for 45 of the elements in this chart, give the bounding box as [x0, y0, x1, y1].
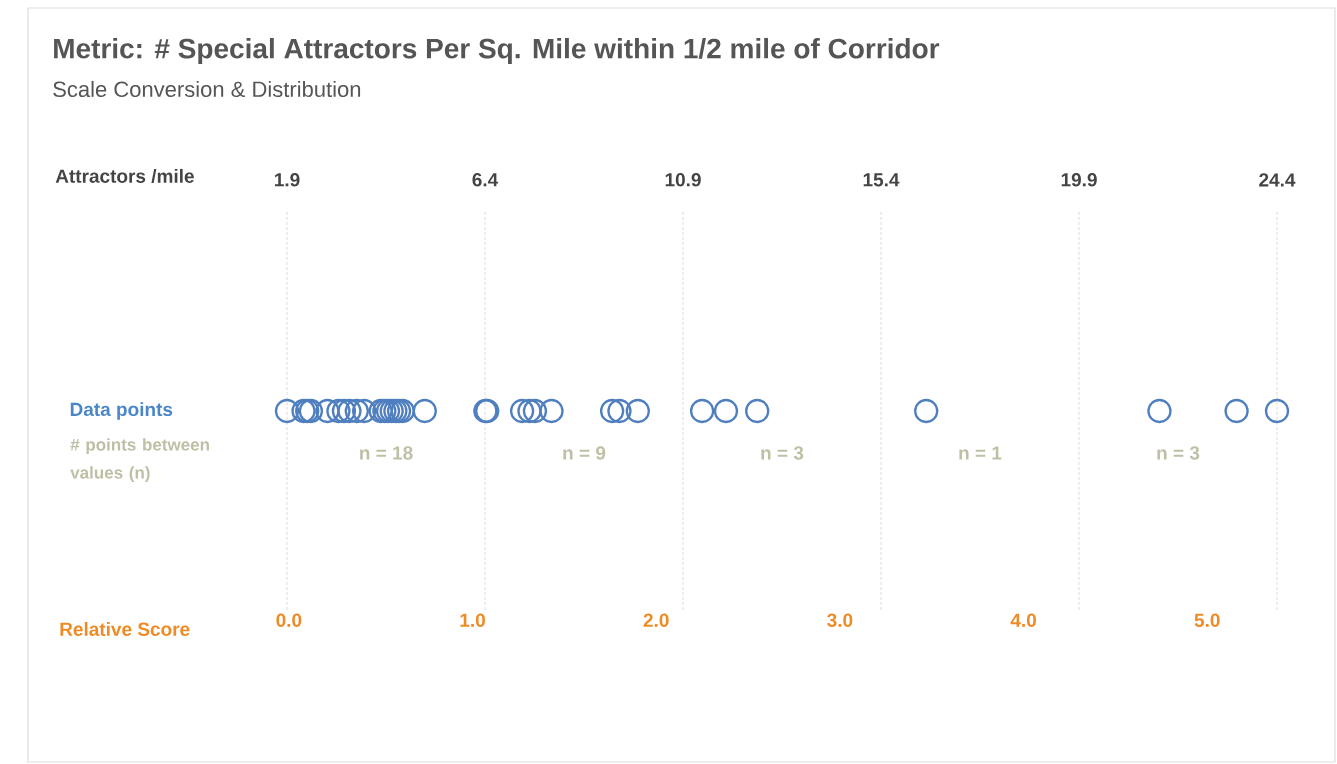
x2-tick-label: 19.9 [1061, 173, 1097, 187]
point [607, 398, 632, 424]
x2-tick-label: 24.4 [1259, 173, 1296, 187]
point [713, 398, 739, 424]
point [1224, 398, 1249, 424]
chart-subtitle: Scale Conversion & Distribution [53, 80, 361, 98]
point [745, 398, 770, 424]
annotation: n = 3 [761, 446, 804, 460]
x2-tick-label: 1.9 [274, 173, 300, 187]
x2-axis-title: Attractors /mile [55, 168, 194, 184]
x2-tick-label: 15.4 [863, 173, 900, 187]
x-tick-label: 3.0 [827, 613, 853, 628]
point [331, 398, 357, 424]
point [689, 398, 715, 424]
point [517, 398, 542, 424]
x-tick-label: 4.0 [1010, 613, 1036, 627]
point [599, 398, 625, 424]
point [412, 398, 437, 424]
x2-tick-label: 10.9 [665, 173, 701, 187]
point [337, 398, 362, 424]
point [539, 398, 564, 424]
annotation: n = 1 [959, 446, 1002, 460]
annotation: n = 3 [1157, 446, 1200, 460]
point [1264, 398, 1290, 424]
x2-tick-label: 6.4 [472, 173, 499, 187]
chart-title: Metric: # Special Attractors Per Sq. Mile within 1/2 mile of Corridor [54, 37, 940, 65]
point [274, 398, 300, 424]
point [344, 398, 369, 424]
annotation: n = 18 [360, 446, 413, 460]
point [326, 398, 351, 424]
y-tick-label: Data points [70, 402, 173, 420]
point [522, 398, 548, 424]
point [1147, 398, 1172, 424]
x-tick-label: 1.0 [460, 613, 485, 627]
point [315, 398, 340, 424]
point [625, 398, 650, 424]
x-tick-label: 2.0 [643, 613, 669, 627]
point [352, 398, 377, 424]
x-tick-label: 0.0 [276, 613, 302, 627]
x-axis-title: Relative Score [60, 622, 190, 636]
point [509, 398, 535, 424]
text: # points between values (n) [70, 438, 209, 483]
annotation: n = 9 [563, 446, 606, 460]
point [914, 398, 939, 424]
x-tick-label: 5.0 [1194, 613, 1220, 627]
